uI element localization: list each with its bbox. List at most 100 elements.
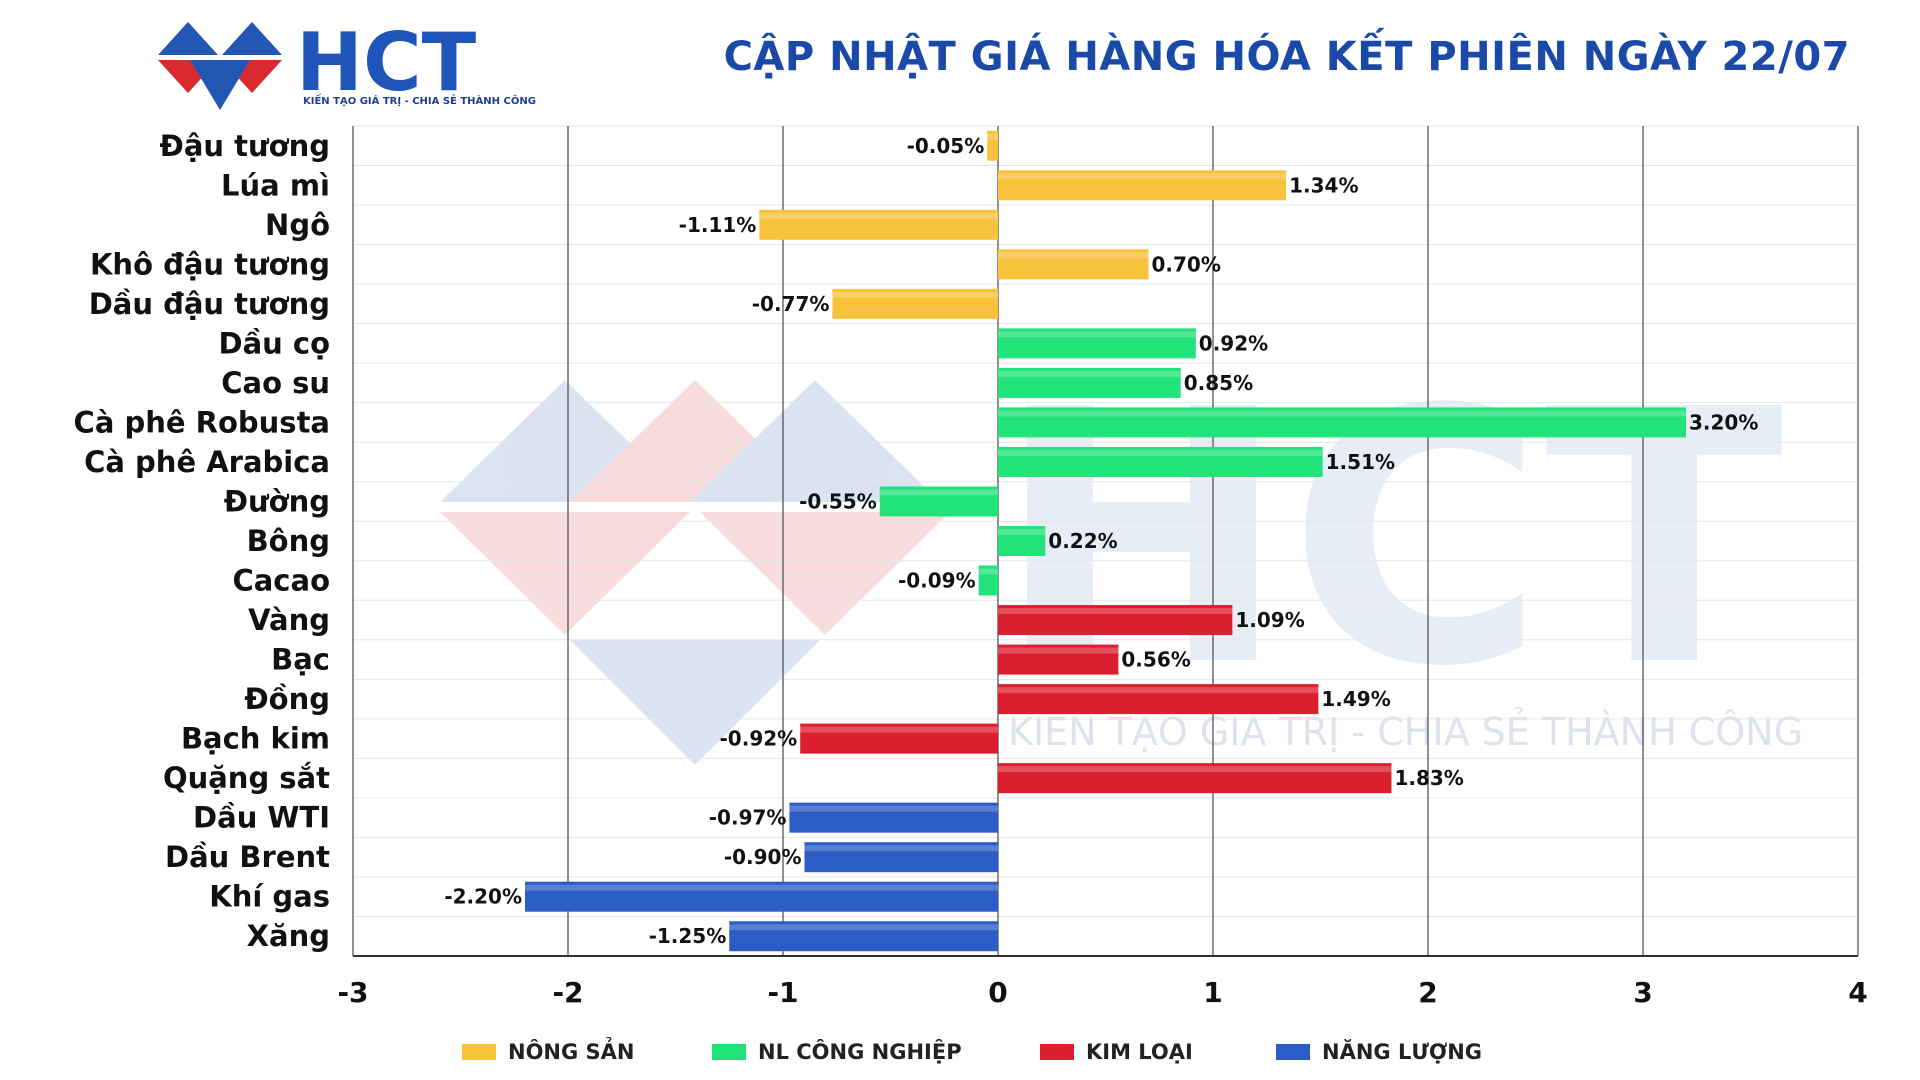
bar bbox=[759, 209, 998, 240]
bar bbox=[998, 644, 1119, 675]
data-label: 3.20% bbox=[1689, 410, 1758, 434]
x-tick-label: -1 bbox=[767, 976, 798, 1009]
bar bbox=[998, 446, 1323, 477]
legend-label: KIM LOẠI bbox=[1086, 1040, 1193, 1064]
chart-legend: NÔNG SẢN NL CÔNG NGHIỆP KIM LOẠI NĂNG LƯỢNG bbox=[0, 1040, 1920, 1070]
bar bbox=[879, 486, 998, 517]
bar bbox=[987, 130, 998, 161]
legend-item: NÔNG SẢN bbox=[462, 1040, 635, 1064]
bar bbox=[978, 565, 998, 596]
category-label: Vàng bbox=[248, 603, 330, 637]
data-label: 0.85% bbox=[1184, 371, 1253, 395]
data-label: -0.92% bbox=[720, 727, 798, 751]
chart-grid bbox=[352, 125, 1859, 957]
legend-item: NL CÔNG NGHIỆP bbox=[712, 1040, 962, 1064]
category-label: Dầu cọ bbox=[219, 326, 331, 360]
category-label: Khô đậu tương bbox=[90, 247, 330, 281]
bar-highlight bbox=[998, 173, 1287, 180]
x-tick-label: 0 bbox=[988, 976, 1007, 1009]
data-label: -0.90% bbox=[724, 845, 802, 869]
bar bbox=[525, 881, 998, 912]
bar-highlight bbox=[800, 726, 998, 733]
bar bbox=[729, 921, 998, 952]
bar bbox=[832, 288, 998, 319]
bar-highlight bbox=[998, 370, 1181, 377]
bar bbox=[804, 842, 998, 873]
x-tick-label: -2 bbox=[552, 976, 583, 1009]
bar bbox=[998, 526, 1046, 556]
bar bbox=[998, 249, 1149, 280]
bar bbox=[789, 802, 998, 833]
legend-swatch bbox=[462, 1044, 496, 1060]
data-label: 0.70% bbox=[1152, 252, 1221, 276]
data-label: 1.51% bbox=[1326, 450, 1395, 474]
bar-highlight bbox=[998, 529, 1046, 535]
category-label: Cà phê Arabica bbox=[84, 445, 330, 479]
data-label: -0.05% bbox=[907, 134, 985, 158]
data-label: 0.92% bbox=[1199, 331, 1268, 355]
category-label: Quặng sắt bbox=[163, 761, 330, 795]
legend-swatch bbox=[712, 1044, 746, 1060]
category-label: Bạch kim bbox=[181, 722, 330, 756]
category-label: Xăng bbox=[247, 919, 330, 953]
category-label: Dầu đậu tương bbox=[89, 287, 330, 321]
bar-highlight bbox=[804, 845, 998, 852]
legend-item: KIM LOẠI bbox=[1040, 1040, 1193, 1064]
hct-logo: HCT bbox=[158, 16, 477, 110]
bar bbox=[998, 605, 1233, 636]
category-label: Bạc bbox=[271, 643, 330, 677]
bar-highlight bbox=[789, 805, 998, 812]
legend-label: NÔNG SẢN bbox=[508, 1040, 635, 1064]
x-tick-label: 3 bbox=[1633, 976, 1652, 1009]
category-label: Bông bbox=[247, 524, 330, 558]
data-label: -0.09% bbox=[898, 569, 976, 593]
x-tick-label: 1 bbox=[1203, 976, 1222, 1009]
bar bbox=[998, 328, 1196, 359]
data-label: -0.97% bbox=[709, 806, 787, 830]
logo-slogan: KIẾN TẠO GIÁ TRỊ - CHIA SẺ THÀNH CÔNG bbox=[303, 96, 536, 107]
bar bbox=[998, 684, 1319, 715]
watermark-diamond-icon bbox=[440, 380, 950, 765]
data-label: 1.34% bbox=[1289, 173, 1358, 197]
bar bbox=[800, 723, 998, 754]
bar bbox=[998, 763, 1392, 794]
bar-highlight bbox=[998, 766, 1392, 773]
data-label: 0.56% bbox=[1121, 648, 1190, 672]
bar-highlight bbox=[998, 331, 1196, 338]
data-label: 1.49% bbox=[1321, 687, 1390, 711]
page-title: CẬP NHẬT GIÁ HÀNG HÓA KẾT PHIÊN NGÀY 22/… bbox=[723, 34, 1850, 80]
bar-highlight bbox=[998, 647, 1119, 654]
x-tick-label: 4 bbox=[1848, 976, 1867, 1009]
logo-diamond-icon bbox=[158, 22, 282, 110]
category-label: Cà phê Robusta bbox=[74, 405, 330, 439]
legend-swatch bbox=[1276, 1044, 1310, 1060]
bar-highlight bbox=[998, 252, 1149, 259]
bar-highlight bbox=[978, 568, 998, 575]
data-label: -0.55% bbox=[799, 489, 877, 513]
data-label: -2.20% bbox=[444, 885, 522, 909]
bar-highlight bbox=[987, 133, 998, 140]
chart-labels: Đậu tương -0.05% Lúa mì 1.34% Ngô -1.11% Khô đ… bbox=[74, 129, 1759, 953]
category-label: Dầu WTI bbox=[193, 801, 330, 835]
data-label: 1.09% bbox=[1235, 608, 1304, 632]
chart-ticks: -3 -2 -1 0 1 2 3 4 bbox=[337, 976, 1867, 1009]
category-label: Dầu Brent bbox=[165, 840, 330, 874]
bar-highlight bbox=[998, 449, 1323, 456]
legend-label: NĂNG LƯỢNG bbox=[1322, 1040, 1483, 1064]
data-label: -0.77% bbox=[752, 292, 830, 316]
bar-highlight bbox=[525, 884, 998, 891]
bar bbox=[998, 367, 1181, 398]
data-label: -1.25% bbox=[649, 924, 727, 948]
logo-text: HCT bbox=[296, 16, 477, 109]
category-label: Đường bbox=[224, 484, 330, 518]
bar-highlight bbox=[729, 924, 998, 931]
category-label: Đậu tương bbox=[160, 129, 330, 163]
category-label: Cao su bbox=[221, 366, 330, 400]
category-label: Khí gas bbox=[209, 880, 330, 914]
data-label: 0.22% bbox=[1048, 529, 1117, 553]
legend-label: NL CÔNG NGHIỆP bbox=[758, 1040, 962, 1064]
data-label: 1.83% bbox=[1394, 766, 1463, 790]
chart-bars bbox=[525, 130, 1686, 952]
bar-highlight bbox=[879, 489, 998, 496]
bar-highlight bbox=[832, 291, 998, 298]
